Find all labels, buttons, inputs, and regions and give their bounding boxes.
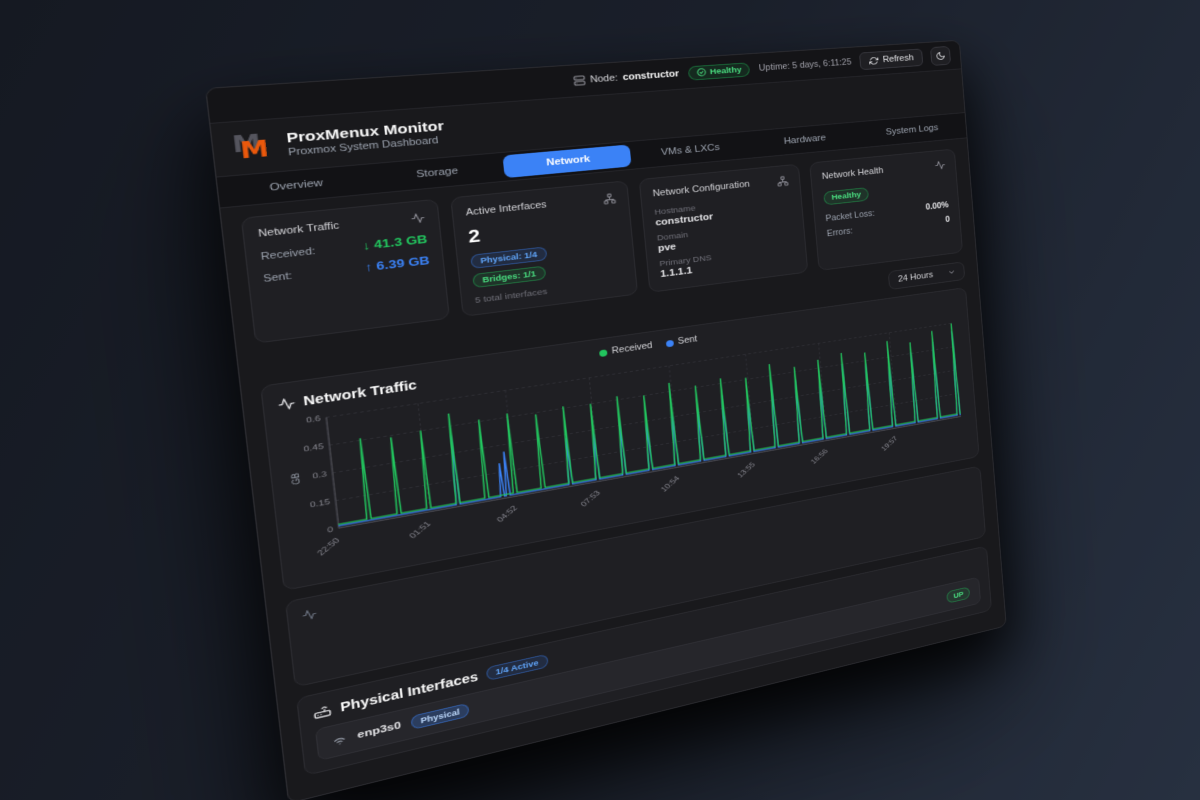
network-health-status-text: Healthy bbox=[831, 190, 862, 203]
uptime-text: Uptime: 5 days, 6:11:25 bbox=[758, 57, 852, 73]
svg-text:0.15: 0.15 bbox=[310, 498, 331, 510]
chevron-down-icon bbox=[947, 268, 956, 277]
network-icon bbox=[603, 193, 617, 205]
legend-item-received: Received bbox=[598, 341, 653, 358]
interface-name: enp3s0 bbox=[356, 720, 402, 741]
received-label: Received: bbox=[260, 245, 316, 263]
network-traffic-card: Network Traffic Received: ↓ 41.3 GB Sent… bbox=[240, 198, 450, 344]
legend-item-sent: Sent bbox=[665, 335, 698, 349]
check-circle-icon bbox=[696, 68, 706, 77]
svg-text:19:57: 19:57 bbox=[880, 435, 900, 453]
network-health-card: Network Health Healthy Packet Loss: 0.00… bbox=[809, 148, 963, 271]
svg-text:10:54: 10:54 bbox=[659, 475, 681, 494]
legend-dot bbox=[598, 348, 608, 357]
router-icon bbox=[312, 702, 332, 720]
errors-value: 0 bbox=[944, 215, 951, 225]
health-status-text: Healthy bbox=[709, 64, 743, 77]
packet-loss-value: 0.00% bbox=[925, 201, 949, 213]
traffic-chart: 0 0.15 0.3 0.45 0.6 22:50 01:51 04:52 07:53 10:54… bbox=[289, 315, 969, 557]
legend-dot bbox=[665, 339, 674, 348]
active-interfaces-card-title: Active Interfaces bbox=[465, 199, 548, 219]
server-icon bbox=[573, 75, 586, 86]
proxmenux-logo: M M bbox=[231, 130, 277, 165]
svg-text:07:53: 07:53 bbox=[579, 489, 602, 508]
errors-label: Errors: bbox=[826, 226, 854, 239]
network-icon bbox=[776, 175, 789, 187]
main-content: Network Traffic Received: ↓ 41.3 GB Sent… bbox=[220, 138, 1005, 794]
network-health-card-title: Network Health bbox=[821, 165, 884, 182]
time-range-value: 24 Hours bbox=[897, 270, 934, 285]
theme-toggle-button[interactable] bbox=[930, 45, 952, 66]
active-interfaces-card: Active Interfaces 2 Physical: 1/4 Bridge… bbox=[450, 180, 639, 317]
received-value: 41.3 GB bbox=[373, 232, 429, 252]
bridges-count-badge: Bridges: 1/1 bbox=[472, 265, 546, 289]
node-value: constructor bbox=[622, 68, 680, 83]
sent-value: 6.39 GB bbox=[375, 253, 431, 273]
time-range-select[interactable]: 24 Hours bbox=[888, 261, 966, 290]
physical-count-badge: Physical: 1/4 bbox=[470, 246, 547, 269]
network-configuration-card: Network Configuration Hostname construct… bbox=[638, 163, 809, 293]
network-traffic-card-title: Network Traffic bbox=[257, 220, 340, 240]
activity-icon bbox=[301, 607, 317, 622]
svg-text:0.45: 0.45 bbox=[303, 442, 325, 454]
refresh-label: Refresh bbox=[882, 53, 914, 65]
interface-type-badge: Physical bbox=[410, 702, 470, 731]
node-indicator: Node: constructor bbox=[573, 68, 680, 86]
svg-text:22:50: 22:50 bbox=[316, 536, 343, 557]
refresh-button[interactable]: Refresh bbox=[859, 48, 924, 71]
network-configuration-card-title: Network Configuration bbox=[652, 179, 751, 199]
logo-letter-front: M bbox=[238, 135, 271, 165]
packet-loss-label: Packet Loss: bbox=[825, 209, 876, 224]
proxmenux-dashboard: Node: constructor Healthy Uptime: 5 days… bbox=[205, 39, 1007, 800]
network-health-status-badge: Healthy bbox=[823, 187, 870, 206]
svg-text:0: 0 bbox=[327, 525, 334, 534]
svg-text:0.6: 0.6 bbox=[306, 414, 322, 425]
svg-text:GB: GB bbox=[289, 472, 303, 486]
network-traffic-chart-card: Network Traffic Received Sent 0 0.15 0.3 0.4… bbox=[260, 287, 980, 591]
arrow-down-icon: ↓ bbox=[361, 238, 371, 253]
svg-text:13:55: 13:55 bbox=[736, 461, 757, 479]
activity-icon bbox=[410, 212, 425, 225]
svg-text:04:52: 04:52 bbox=[495, 504, 520, 524]
interface-status-badge: UP bbox=[946, 586, 971, 604]
moon-icon bbox=[935, 51, 946, 61]
svg-text:01:51: 01:51 bbox=[408, 520, 434, 540]
activity-icon bbox=[934, 160, 945, 171]
svg-text:16:56: 16:56 bbox=[809, 448, 830, 466]
sent-label: Sent: bbox=[262, 270, 293, 285]
arrow-up-icon: ↑ bbox=[364, 259, 374, 275]
svg-text:0.3: 0.3 bbox=[312, 470, 328, 481]
health-status-badge: Healthy bbox=[687, 61, 751, 81]
node-label: Node: bbox=[589, 72, 619, 85]
wifi-icon bbox=[331, 732, 348, 748]
refresh-icon bbox=[869, 56, 879, 65]
